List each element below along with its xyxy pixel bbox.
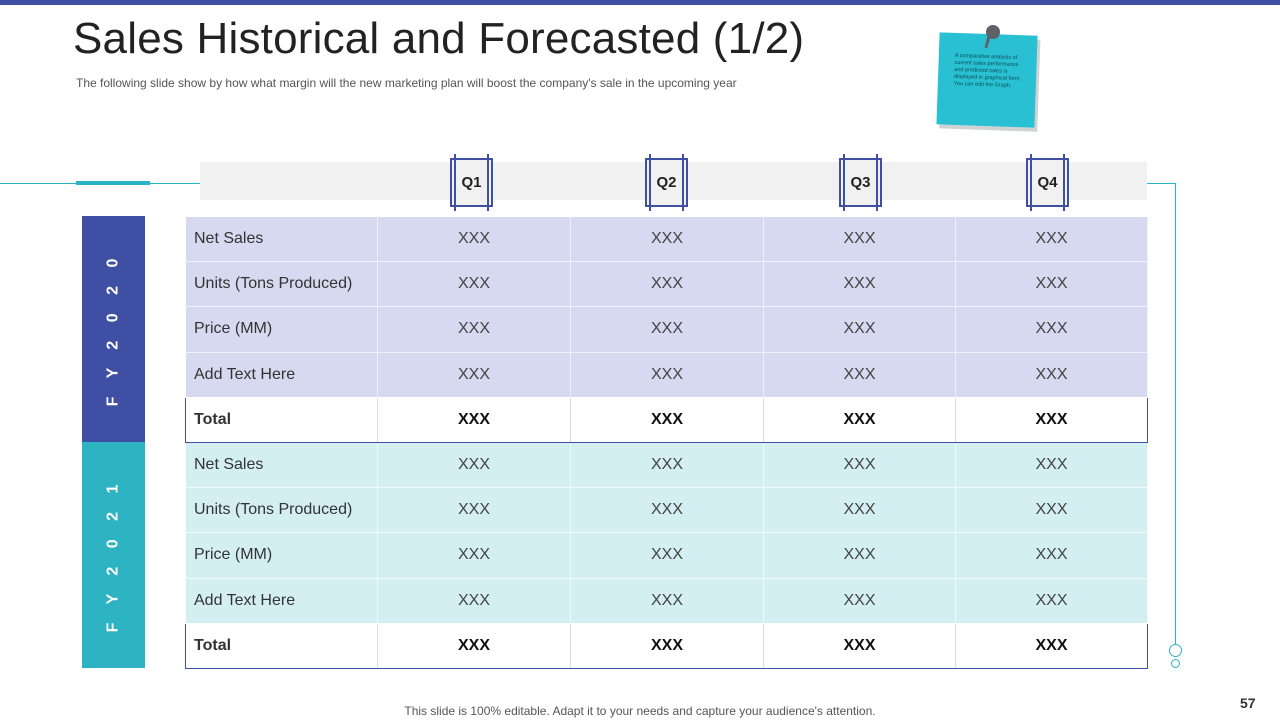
table-cell: XXX bbox=[377, 215, 571, 263]
table-cell: XXX bbox=[570, 441, 764, 489]
total-cell: XXX bbox=[570, 396, 764, 443]
table-cell: XXX bbox=[570, 487, 764, 534]
table-cell: XXX bbox=[955, 351, 1148, 398]
row-label: Net Sales bbox=[185, 441, 378, 489]
total-label: Total bbox=[185, 622, 378, 669]
total-cell: XXX bbox=[763, 396, 956, 443]
table-cell: XXX bbox=[955, 306, 1148, 353]
table-row: Units (Tons Produced) XXX XXX XXX XXX bbox=[185, 261, 1148, 308]
fy-2020-label: F Y 2 0 2 0 bbox=[82, 216, 145, 442]
total-row: Total XXX XXX XXX XXX bbox=[185, 622, 1148, 669]
row-label: Add Text Here bbox=[185, 577, 378, 624]
table-cell: XXX bbox=[955, 215, 1148, 263]
table-cell: XXX bbox=[377, 261, 571, 308]
table-cell: XXX bbox=[570, 577, 764, 624]
table-cell: XXX bbox=[763, 577, 956, 624]
quarter-header-q3: Q3 bbox=[839, 154, 882, 211]
footer-note: This slide is 100% editable. Adapt it to… bbox=[404, 704, 876, 718]
row-label: Add Text Here bbox=[185, 351, 378, 398]
table-cell: XXX bbox=[570, 306, 764, 353]
table-cell: XXX bbox=[955, 261, 1148, 308]
table-cell: XXX bbox=[763, 441, 956, 489]
table-cell: XXX bbox=[763, 487, 956, 534]
sales-table: Net Sales XXX XXX XXX XXX Units (Tons Pr… bbox=[185, 215, 1148, 669]
total-cell: XXX bbox=[377, 396, 571, 443]
fy-2021-text: F Y 2 0 2 1 bbox=[104, 477, 122, 633]
table-row: Net Sales XXX XXX XXX XXX bbox=[185, 441, 1148, 489]
table-cell: XXX bbox=[377, 577, 571, 624]
table-cell: XXX bbox=[955, 441, 1148, 489]
table-row: Price (MM) XXX XXX XXX XXX bbox=[185, 306, 1148, 353]
total-cell: XXX bbox=[955, 622, 1148, 669]
table-cell: XXX bbox=[763, 351, 956, 398]
slide-title: Sales Historical and Forecasted (1/2) bbox=[73, 14, 805, 63]
table-cell: XXX bbox=[570, 215, 764, 263]
quarter-header-q1: Q1 bbox=[450, 154, 493, 211]
decorative-line-right-vertical bbox=[1175, 183, 1176, 645]
decorative-circle-large bbox=[1169, 644, 1182, 657]
total-cell: XXX bbox=[377, 622, 571, 669]
fy-2021-label: F Y 2 0 2 1 bbox=[82, 442, 145, 668]
table-cell: XXX bbox=[377, 306, 571, 353]
table-cell: XXX bbox=[955, 532, 1148, 579]
total-cell: XXX bbox=[763, 622, 956, 669]
page-number: 57 bbox=[1240, 695, 1256, 711]
fy-2020-text: F Y 2 0 2 0 bbox=[104, 251, 122, 407]
table-cell: XXX bbox=[377, 351, 571, 398]
total-label: Total bbox=[185, 396, 378, 443]
table-row: Net Sales XXX XXX XXX XXX bbox=[185, 215, 1148, 263]
table-row: Add Text Here XXX XXX XXX XXX bbox=[185, 351, 1148, 398]
table-cell: XXX bbox=[955, 487, 1148, 534]
row-label: Units (Tons Produced) bbox=[185, 487, 378, 534]
decorative-circle-small bbox=[1171, 659, 1180, 668]
decorative-line-accent bbox=[76, 181, 150, 185]
table-cell: XXX bbox=[377, 441, 571, 489]
row-label: Price (MM) bbox=[185, 532, 378, 579]
total-cell: XXX bbox=[570, 622, 764, 669]
table-cell: XXX bbox=[955, 577, 1148, 624]
table-cell: XXX bbox=[570, 532, 764, 579]
table-cell: XXX bbox=[763, 261, 956, 308]
table-row: Price (MM) XXX XXX XXX XXX bbox=[185, 532, 1148, 579]
quarter-header-q4: Q4 bbox=[1026, 154, 1069, 211]
push-pin-icon bbox=[986, 25, 1000, 39]
table-row: Add Text Here XXX XXX XXX XXX bbox=[185, 577, 1148, 624]
table-cell: XXX bbox=[377, 532, 571, 579]
table-cell: XXX bbox=[763, 306, 956, 353]
total-row: Total XXX XXX XXX XXX bbox=[185, 396, 1148, 443]
table-cell: XXX bbox=[570, 351, 764, 398]
row-label: Units (Tons Produced) bbox=[185, 261, 378, 308]
table-cell: XXX bbox=[570, 261, 764, 308]
total-cell: XXX bbox=[955, 396, 1148, 443]
table-cell: XXX bbox=[763, 532, 956, 579]
row-label: Price (MM) bbox=[185, 306, 378, 353]
table-cell: XXX bbox=[377, 487, 571, 534]
table-cell: XXX bbox=[763, 215, 956, 263]
quarter-header-q2: Q2 bbox=[645, 154, 688, 211]
top-accent-bar bbox=[0, 0, 1280, 5]
decorative-line-right-horizontal bbox=[1147, 183, 1176, 184]
row-label: Net Sales bbox=[185, 215, 378, 263]
slide-subtitle: The following slide show by how what mar… bbox=[76, 76, 737, 90]
sticky-note-text: A comparative analysis of current sales … bbox=[953, 52, 1023, 89]
table-row: Units (Tons Produced) XXX XXX XXX XXX bbox=[185, 487, 1148, 534]
